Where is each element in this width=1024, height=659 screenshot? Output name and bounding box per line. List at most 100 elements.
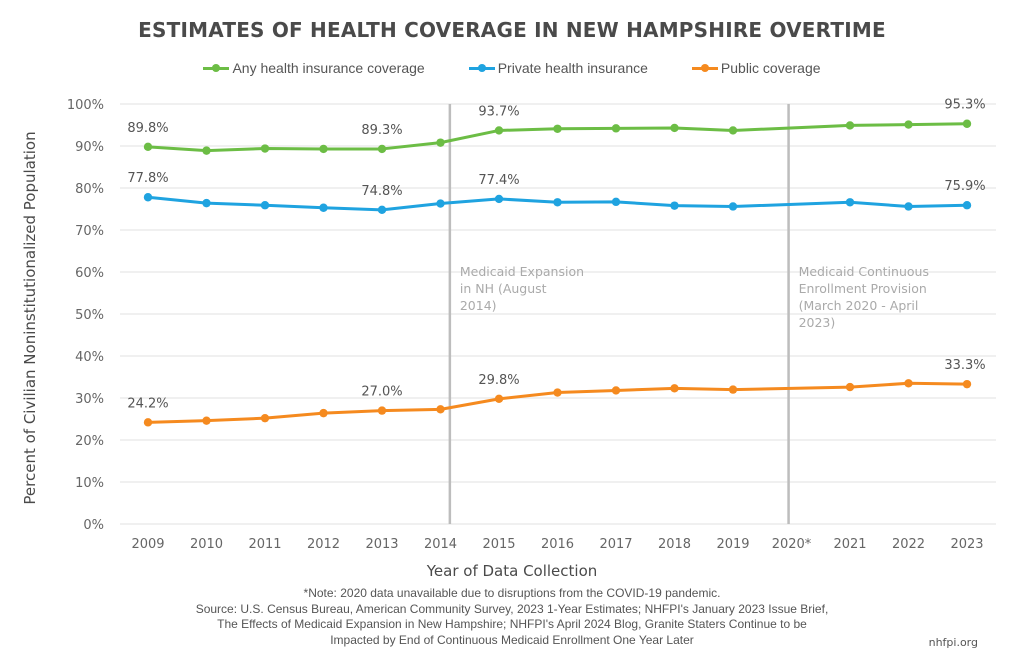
data-label: 77.8% xyxy=(127,171,168,186)
data-point xyxy=(202,146,211,155)
annotation-text: (March 2020 - April xyxy=(799,298,919,313)
x-tick-label: 2014 xyxy=(424,537,457,552)
y-tick-label: 60% xyxy=(75,266,104,281)
x-axis-label: Year of Data Collection xyxy=(426,562,598,580)
x-tick-label: 2015 xyxy=(482,537,515,552)
x-tick-label: 2023 xyxy=(950,537,983,552)
y-tick-label: 20% xyxy=(75,434,104,449)
data-point xyxy=(377,406,387,415)
data-point xyxy=(904,120,913,129)
data-label: 93.7% xyxy=(478,104,519,119)
data-label: 75.9% xyxy=(944,179,985,194)
data-label: 77.4% xyxy=(478,173,519,188)
annotation-text: 2023) xyxy=(799,315,836,330)
legend-item-private: Private health insurance xyxy=(468,60,648,76)
site-url: nhfpi.org xyxy=(928,636,978,649)
data-point xyxy=(845,198,855,207)
data-point xyxy=(553,388,562,397)
data-point xyxy=(728,126,738,135)
data-point xyxy=(377,205,387,215)
series-line-2 xyxy=(147,381,968,424)
data-point xyxy=(962,379,972,389)
y-tick-label: 0% xyxy=(83,518,104,533)
legend-label-private: Private health insurance xyxy=(497,60,648,76)
data-point xyxy=(377,144,387,154)
data-point xyxy=(611,124,621,133)
x-tick-label: 2011 xyxy=(248,537,281,552)
x-tick-label: 2020* xyxy=(772,537,812,552)
legend-swatch-private xyxy=(468,63,495,72)
data-point xyxy=(904,379,913,388)
data-label: 89.3% xyxy=(361,123,402,138)
data-point xyxy=(260,413,270,423)
x-tick-label: 2009 xyxy=(131,537,164,552)
data-label: 74.8% xyxy=(361,184,402,199)
data-label: 95.3% xyxy=(944,98,985,113)
y-axis-label: Percent of Civilian Noninstitutionalized… xyxy=(21,131,39,505)
annotation-text: Medicaid Continuous xyxy=(799,264,929,279)
footer-notes: *Note: 2020 data unavailable due to disr… xyxy=(0,586,1024,648)
data-point xyxy=(260,144,270,153)
annotation-text: Medicaid Expansion xyxy=(460,264,584,279)
data-point xyxy=(260,201,270,210)
x-tick-label: 2019 xyxy=(716,537,749,552)
data-label: 24.2% xyxy=(127,396,168,411)
data-point xyxy=(845,382,855,392)
data-label: 89.8% xyxy=(127,121,168,136)
data-point xyxy=(143,193,153,202)
data-point xyxy=(611,197,621,207)
y-tick-label: 50% xyxy=(75,308,104,323)
annotation-text: Enrollment Provision xyxy=(799,281,927,296)
data-point xyxy=(553,124,562,133)
legend: Any health insurance coverage Private he… xyxy=(0,60,1024,76)
x-tick-label: 2016 xyxy=(541,537,574,552)
footer-source-line: Impacted by End of Continuous Medicaid E… xyxy=(330,632,694,647)
y-tick-label: 90% xyxy=(75,140,104,155)
data-point xyxy=(670,123,679,133)
data-point xyxy=(143,142,153,152)
data-point xyxy=(845,121,855,130)
x-tick-label: 2013 xyxy=(365,537,398,552)
data-label: 27.0% xyxy=(361,385,402,400)
data-label: 29.8% xyxy=(478,373,519,388)
data-point xyxy=(436,199,445,208)
data-point xyxy=(494,394,504,404)
x-tick-label: 2022 xyxy=(892,537,925,552)
y-tick-label: 40% xyxy=(75,350,104,365)
x-tick-label: 2018 xyxy=(658,537,691,552)
data-point xyxy=(962,119,972,128)
data-point xyxy=(319,408,328,418)
x-tick-label: 2017 xyxy=(599,537,632,552)
footer-source-line: The Effects of Medicaid Expansion in New… xyxy=(217,617,807,631)
legend-item-public: Public coverage xyxy=(691,60,821,76)
data-point xyxy=(202,416,211,425)
legend-swatch-any xyxy=(203,63,230,72)
data-point xyxy=(319,203,328,212)
annotation-text: 2014) xyxy=(460,298,497,313)
data-point xyxy=(319,144,328,154)
series-line-0 xyxy=(147,122,968,153)
legend-label-any: Any health insurance coverage xyxy=(232,60,425,76)
data-point xyxy=(728,202,738,211)
data-point xyxy=(553,198,562,207)
data-point xyxy=(202,198,211,208)
data-point xyxy=(143,418,153,427)
footer-source-line: Source: U.S. Census Bureau, American Com… xyxy=(195,601,829,616)
x-tick-label: 2021 xyxy=(833,537,866,552)
y-tick-label: 70% xyxy=(75,224,104,239)
series-line-1 xyxy=(147,195,968,212)
data-point xyxy=(670,201,679,210)
data-point xyxy=(436,405,445,414)
data-point xyxy=(728,385,738,394)
legend-item-any: Any health insurance coverage xyxy=(203,60,425,76)
y-tick-label: 100% xyxy=(67,98,104,113)
footer-note: *Note: 2020 data unavailable due to disr… xyxy=(303,586,721,600)
data-point xyxy=(962,201,972,210)
legend-swatch-public xyxy=(691,63,718,72)
chart-title: ESTIMATES OF HEALTH COVERAGE IN NEW HAMP… xyxy=(138,18,886,42)
x-tick-label: 2010 xyxy=(190,537,223,552)
data-point xyxy=(494,194,504,204)
data-point xyxy=(904,202,913,211)
data-label: 33.3% xyxy=(944,358,985,373)
